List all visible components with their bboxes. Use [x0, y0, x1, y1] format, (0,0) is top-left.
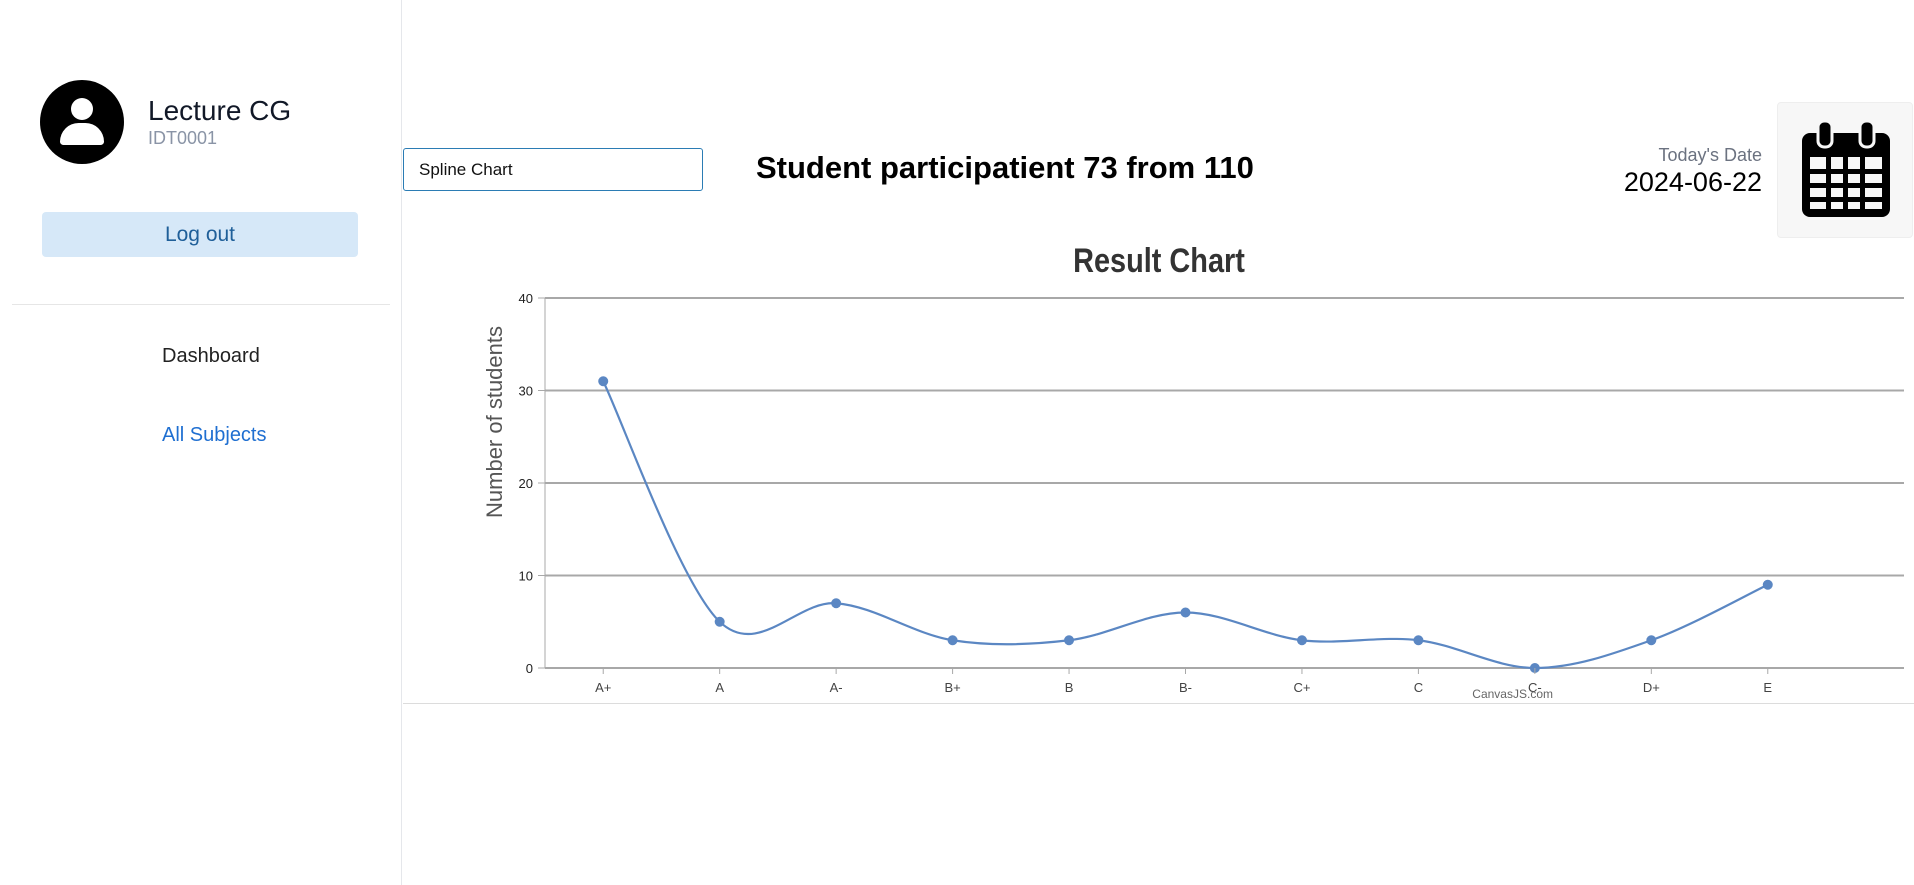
x-tick-label: B+ — [944, 680, 960, 695]
date-block: Today's Date 2024-06-22 — [1624, 144, 1762, 198]
data-point[interactable] — [598, 376, 609, 387]
x-tick-label: E — [1763, 680, 1772, 695]
y-tick-label: 30 — [519, 384, 533, 399]
data-point[interactable] — [1646, 635, 1657, 646]
x-tick-label: A+ — [595, 680, 611, 695]
data-point[interactable] — [831, 598, 842, 609]
x-tick-label: C+ — [1293, 680, 1310, 695]
date-value: 2024-06-22 — [1623, 167, 1762, 197]
user-name: Lecture CG — [148, 95, 292, 126]
data-point[interactable] — [947, 635, 958, 646]
x-tick-label: C — [1414, 680, 1423, 695]
y-tick-label: 40 — [519, 291, 533, 306]
date-label: Today's Date — [1658, 145, 1763, 165]
data-point[interactable] — [1064, 635, 1075, 646]
data-point[interactable] — [1413, 635, 1424, 646]
x-tick-label: A- — [830, 680, 843, 695]
user-avatar-icon — [40, 80, 124, 164]
profile-text: Lecture CG IDT0001 — [148, 95, 291, 149]
calendar-button[interactable] — [1777, 102, 1913, 238]
data-point[interactable] — [1180, 607, 1191, 618]
sidebar-divider — [12, 304, 390, 305]
chart-type-input[interactable] — [403, 148, 703, 191]
x-tick-label: C- — [1528, 680, 1542, 695]
x-tick-label: B — [1065, 680, 1074, 695]
data-point[interactable] — [1296, 635, 1307, 646]
user-id: IDT0001 — [148, 128, 218, 148]
participation-title: Student participatient 73 from 110 — [756, 150, 1254, 185]
x-tick-label: B- — [1179, 680, 1192, 695]
data-point[interactable] — [1762, 579, 1773, 590]
chart-title: Result Chart — [1073, 241, 1245, 280]
data-point[interactable] — [714, 616, 725, 627]
x-tick-label: D+ — [1643, 680, 1660, 695]
chart-y-axis-label: Number of students — [482, 326, 507, 518]
logout-button[interactable]: Log out — [42, 212, 358, 257]
y-tick-label: 20 — [519, 476, 533, 491]
calendar-icon — [1802, 119, 1890, 217]
series-line — [602, 380, 1769, 670]
nav-all-subjects[interactable]: All Subjects — [162, 424, 267, 446]
chart-credit[interactable]: CanvasJS.com — [1472, 687, 1553, 701]
sidebar: Lecture CG IDT0001 Log out Dashboard All… — [0, 0, 402, 885]
result-chart-svg: Result Chart Number of students 0 10 20 30 4… — [482, 241, 1904, 701]
y-tick-label: 0 — [526, 661, 533, 676]
x-tick-label: A — [715, 680, 724, 695]
nav-dashboard[interactable]: Dashboard — [162, 345, 260, 367]
y-tick-label: 10 — [519, 569, 533, 584]
user-profile: Lecture CG IDT0001 — [40, 80, 291, 164]
result-chart: Result Chart Number of students 0 10 20 30 4… — [403, 240, 1914, 704]
